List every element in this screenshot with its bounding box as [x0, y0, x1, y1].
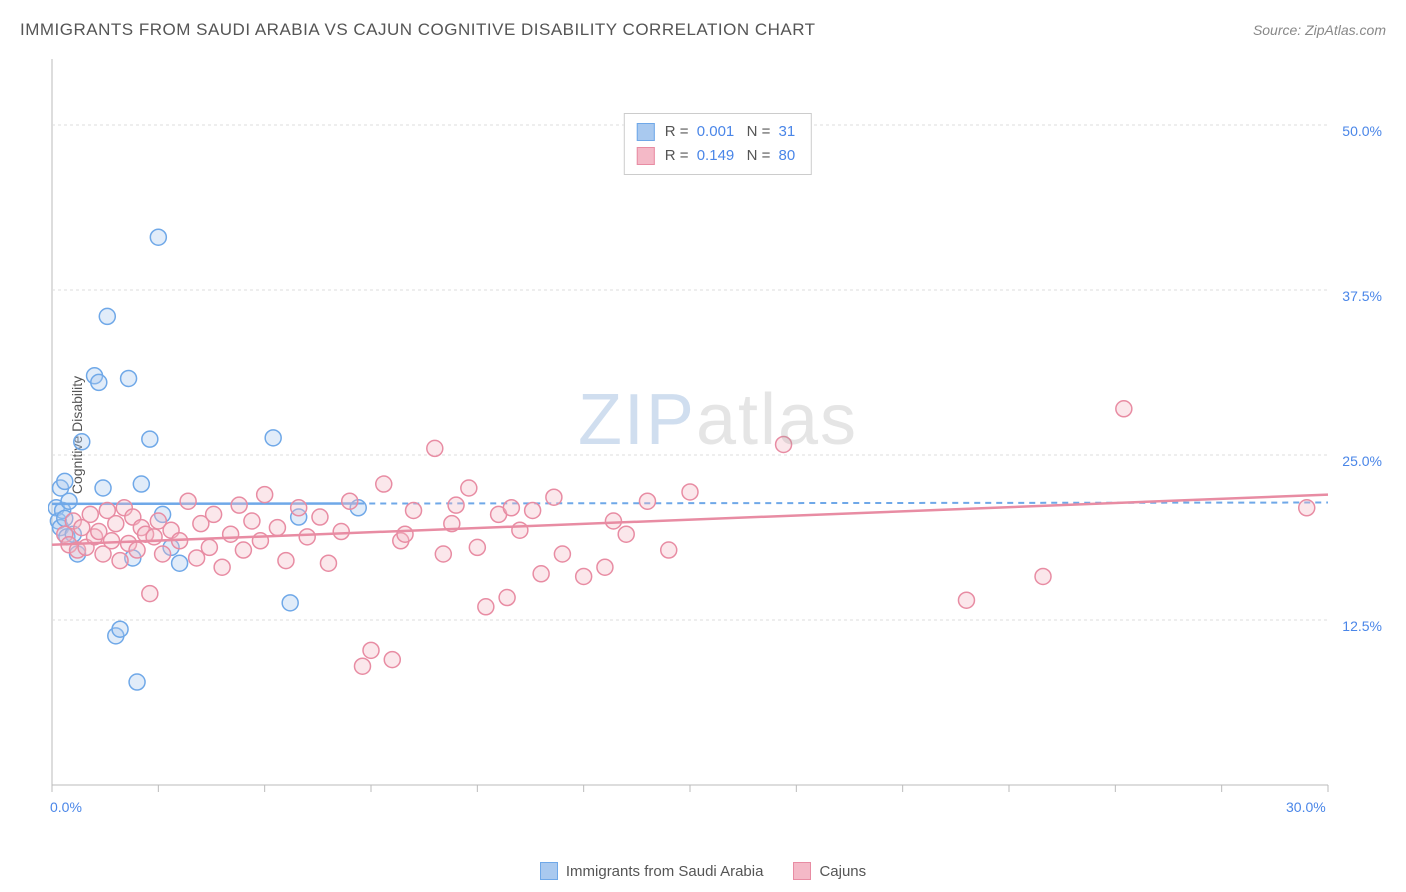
y-tick-label: 25.0% — [1342, 453, 1382, 469]
legend-swatch — [793, 862, 811, 880]
source-attribution: Source: ZipAtlas.com — [1253, 22, 1386, 38]
stats-text-2: R = 0.149 N = 80 — [665, 144, 799, 168]
x-tick-label: 0.0% — [50, 799, 82, 815]
r-value-1: 0.001 — [697, 123, 735, 140]
legend-item: Immigrants from Saudi Arabia — [540, 862, 764, 880]
y-tick-label: 50.0% — [1342, 123, 1382, 139]
legend-label: Immigrants from Saudi Arabia — [566, 863, 764, 880]
stats-text-1: R = 0.001 N = 31 — [665, 120, 799, 144]
r-value-2: 0.149 — [697, 147, 735, 164]
chart-title: IMMIGRANTS FROM SAUDI ARABIA VS CAJUN CO… — [20, 20, 816, 40]
stats-legend-box: R = 0.001 N = 31 R = 0.149 N = 80 — [624, 113, 812, 175]
y-tick-label: 12.5% — [1342, 618, 1382, 634]
bottom-legend: Immigrants from Saudi Arabia Cajuns — [0, 862, 1406, 880]
stats-swatch-1 — [637, 123, 655, 141]
stats-row-series-1: R = 0.001 N = 31 — [637, 120, 799, 144]
legend-label: Cajuns — [819, 863, 866, 880]
legend-swatch — [540, 862, 558, 880]
stats-row-series-2: R = 0.149 N = 80 — [637, 144, 799, 168]
n-value-2: 80 — [779, 147, 796, 164]
y-tick-label: 37.5% — [1342, 288, 1382, 304]
stats-swatch-2 — [637, 147, 655, 165]
plot-container: Cognitive Disability ZIPatlas R = 0.001 … — [48, 55, 1388, 815]
legend-item: Cajuns — [793, 862, 866, 880]
x-tick-label: 30.0% — [1286, 799, 1326, 815]
n-value-1: 31 — [779, 123, 796, 140]
header: IMMIGRANTS FROM SAUDI ARABIA VS CAJUN CO… — [20, 20, 1386, 40]
